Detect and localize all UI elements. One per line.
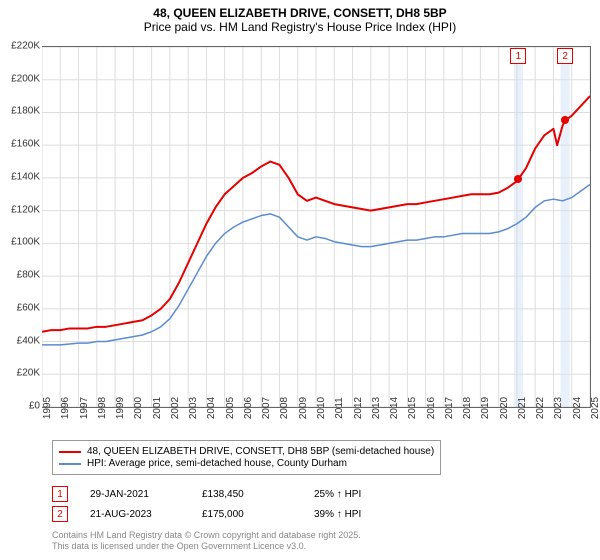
y-axis-tick-label: £160K: [0, 139, 40, 150]
legend-item: 48, QUEEN ELIZABETH DRIVE, CONSETT, DH8 …: [59, 446, 434, 457]
sale-delta: 25% ↑ HPI: [314, 489, 404, 500]
sale-date: 29-JAN-2021: [90, 489, 180, 500]
x-axis-tick-label: 2014: [389, 397, 400, 419]
attribution-line: Contains HM Land Registry data © Crown c…: [52, 530, 361, 541]
x-axis-tick-label: 2005: [225, 397, 236, 419]
x-axis-tick-label: 1998: [97, 397, 108, 419]
y-axis-tick-label: £0: [0, 401, 40, 412]
sale-date: 21-AUG-2023: [90, 509, 180, 520]
legend-swatch: [59, 463, 81, 465]
legend: 48, QUEEN ELIZABETH DRIVE, CONSETT, DH8 …: [52, 440, 441, 475]
sale-price: £138,450: [202, 489, 292, 500]
x-axis-tick-label: 2013: [371, 397, 382, 419]
sale-marker-icon: 2: [52, 506, 68, 522]
x-axis-tick-label: 2001: [152, 397, 163, 419]
y-axis-tick-label: £120K: [0, 204, 40, 215]
legend-label: HPI: Average price, semi-detached house,…: [87, 458, 347, 469]
x-axis-tick-label: 2022: [535, 397, 546, 419]
chart-plot-area: [42, 46, 591, 408]
y-axis-tick-label: £220K: [0, 41, 40, 52]
x-axis-tick-label: 2018: [462, 397, 473, 419]
x-axis-tick-label: 2016: [426, 397, 437, 419]
y-axis-tick-label: £40K: [0, 335, 40, 346]
x-axis-tick-label: 2024: [572, 397, 583, 419]
x-axis-tick-label: 2015: [407, 397, 418, 419]
x-axis-tick-label: 2021: [517, 397, 528, 419]
y-axis-tick-label: £60K: [0, 302, 40, 313]
y-axis-tick-label: £100K: [0, 237, 40, 248]
x-axis-tick-label: 2025: [590, 397, 600, 419]
x-axis-tick-label: 1999: [115, 397, 126, 419]
sale-marker-label: 1: [510, 48, 526, 64]
table-row: 1 29-JAN-2021 £138,450 25% ↑ HPI: [52, 486, 404, 502]
legend-swatch: [59, 451, 81, 453]
chart-title-address: 48, QUEEN ELIZABETH DRIVE, CONSETT, DH8 …: [0, 6, 600, 20]
x-axis-tick-label: 2007: [261, 397, 272, 419]
y-axis-tick-label: £180K: [0, 106, 40, 117]
x-axis-tick-label: 2004: [206, 397, 217, 419]
x-axis-tick-label: 1997: [79, 397, 90, 419]
x-axis-tick-label: 2010: [316, 397, 327, 419]
attribution: Contains HM Land Registry data © Crown c…: [52, 530, 361, 553]
x-axis-tick-label: 2002: [170, 397, 181, 419]
x-axis-tick-label: 2003: [188, 397, 199, 419]
legend-label: 48, QUEEN ELIZABETH DRIVE, CONSETT, DH8 …: [87, 446, 434, 457]
sale-dot: [514, 175, 522, 183]
chart-subtitle: Price paid vs. HM Land Registry's House …: [0, 20, 600, 34]
sale-price: £175,000: [202, 509, 292, 520]
x-axis-tick-label: 2008: [279, 397, 290, 419]
table-row: 2 21-AUG-2023 £175,000 39% ↑ HPI: [52, 506, 404, 522]
sale-dot: [561, 116, 569, 124]
y-axis-tick-label: £200K: [0, 73, 40, 84]
y-axis-tick-label: £140K: [0, 171, 40, 182]
x-axis-tick-label: 1995: [42, 397, 53, 419]
x-axis-tick-label: 2009: [298, 397, 309, 419]
x-axis-tick-label: 2006: [243, 397, 254, 419]
x-axis-tick-label: 2000: [133, 397, 144, 419]
x-axis-tick-label: 1996: [60, 397, 71, 419]
y-axis-tick-label: £20K: [0, 368, 40, 379]
sales-table: 1 29-JAN-2021 £138,450 25% ↑ HPI 2 21-AU…: [52, 482, 404, 526]
y-axis-tick-label: £80K: [0, 270, 40, 281]
sale-marker-label: 2: [557, 48, 573, 64]
x-axis-tick-label: 2011: [334, 397, 345, 419]
x-axis-tick-label: 2019: [480, 397, 491, 419]
sale-delta: 39% ↑ HPI: [314, 509, 404, 520]
sale-marker-icon: 1: [52, 486, 68, 502]
legend-item: HPI: Average price, semi-detached house,…: [59, 458, 434, 469]
attribution-line: This data is licensed under the Open Gov…: [52, 541, 361, 552]
x-axis-tick-label: 2020: [499, 397, 510, 419]
x-axis-tick-label: 2023: [553, 397, 564, 419]
x-axis-tick-label: 2012: [353, 397, 364, 419]
x-axis-tick-label: 2017: [444, 397, 455, 419]
